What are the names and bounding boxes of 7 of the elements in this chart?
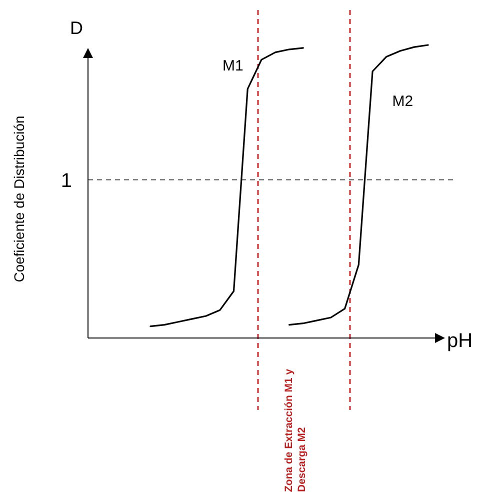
y-axis-title: Coeficiente de Distribución: [11, 116, 27, 282]
x-axis-title: pH: [447, 330, 473, 352]
series-label: M1: [222, 57, 244, 74]
text: Zona de Extracción M1 y Descarga M2: [283, 368, 308, 492]
series-label: M2: [392, 92, 414, 110]
text: D: [70, 18, 83, 38]
ref-line-label: 1: [60, 170, 72, 192]
